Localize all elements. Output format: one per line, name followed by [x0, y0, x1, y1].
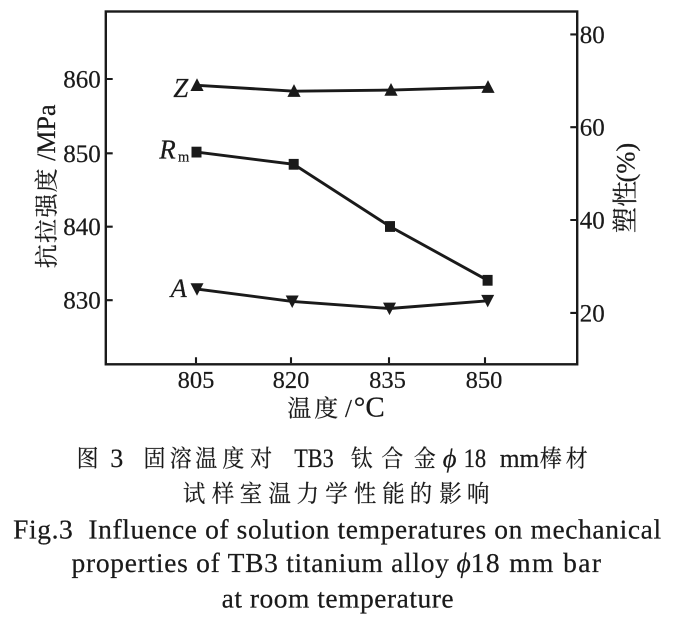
svg-text:850: 850 [63, 141, 101, 168]
svg-text:/MPa: /MPa [32, 104, 61, 161]
svg-text:18 mm bar: 18 mm bar [471, 547, 601, 578]
svg-text:18: 18 [464, 444, 487, 473]
svg-text:840: 840 [63, 214, 101, 241]
svg-text:°C: °C [354, 392, 385, 424]
svg-text:805: 805 [178, 367, 215, 394]
svg-text:properties of TB3 titanium all: properties of TB3 titanium alloy [72, 547, 457, 578]
svg-text:820: 820 [273, 367, 310, 394]
svg-text:Z: Z [173, 73, 189, 103]
svg-text:(%): (%) [610, 143, 640, 183]
svg-text:80: 80 [580, 22, 605, 49]
svg-text:TB3: TB3 [294, 444, 334, 473]
svg-text:A: A [169, 273, 188, 303]
svg-text:60: 60 [580, 115, 605, 142]
svg-text:mm: mm [500, 444, 540, 473]
svg-text:at room temperature: at room temperature [222, 583, 454, 614]
svg-text:Fig.3 Influence of solution t: Fig.3 Influence of solution temperatures… [13, 513, 661, 544]
svg-text:ϕ: ϕ [457, 547, 471, 578]
svg-text:850: 850 [466, 367, 503, 394]
svg-text:835: 835 [369, 367, 406, 394]
svg-text:R: R [158, 135, 176, 165]
svg-text:860: 860 [63, 67, 101, 94]
svg-text:m: m [178, 149, 190, 165]
svg-text:/: / [345, 396, 352, 423]
svg-text:40: 40 [580, 208, 605, 235]
svg-text:3: 3 [110, 444, 123, 473]
svg-text:ϕ: ϕ [443, 443, 457, 473]
svg-text:20: 20 [580, 300, 605, 327]
svg-text:830: 830 [63, 288, 101, 315]
